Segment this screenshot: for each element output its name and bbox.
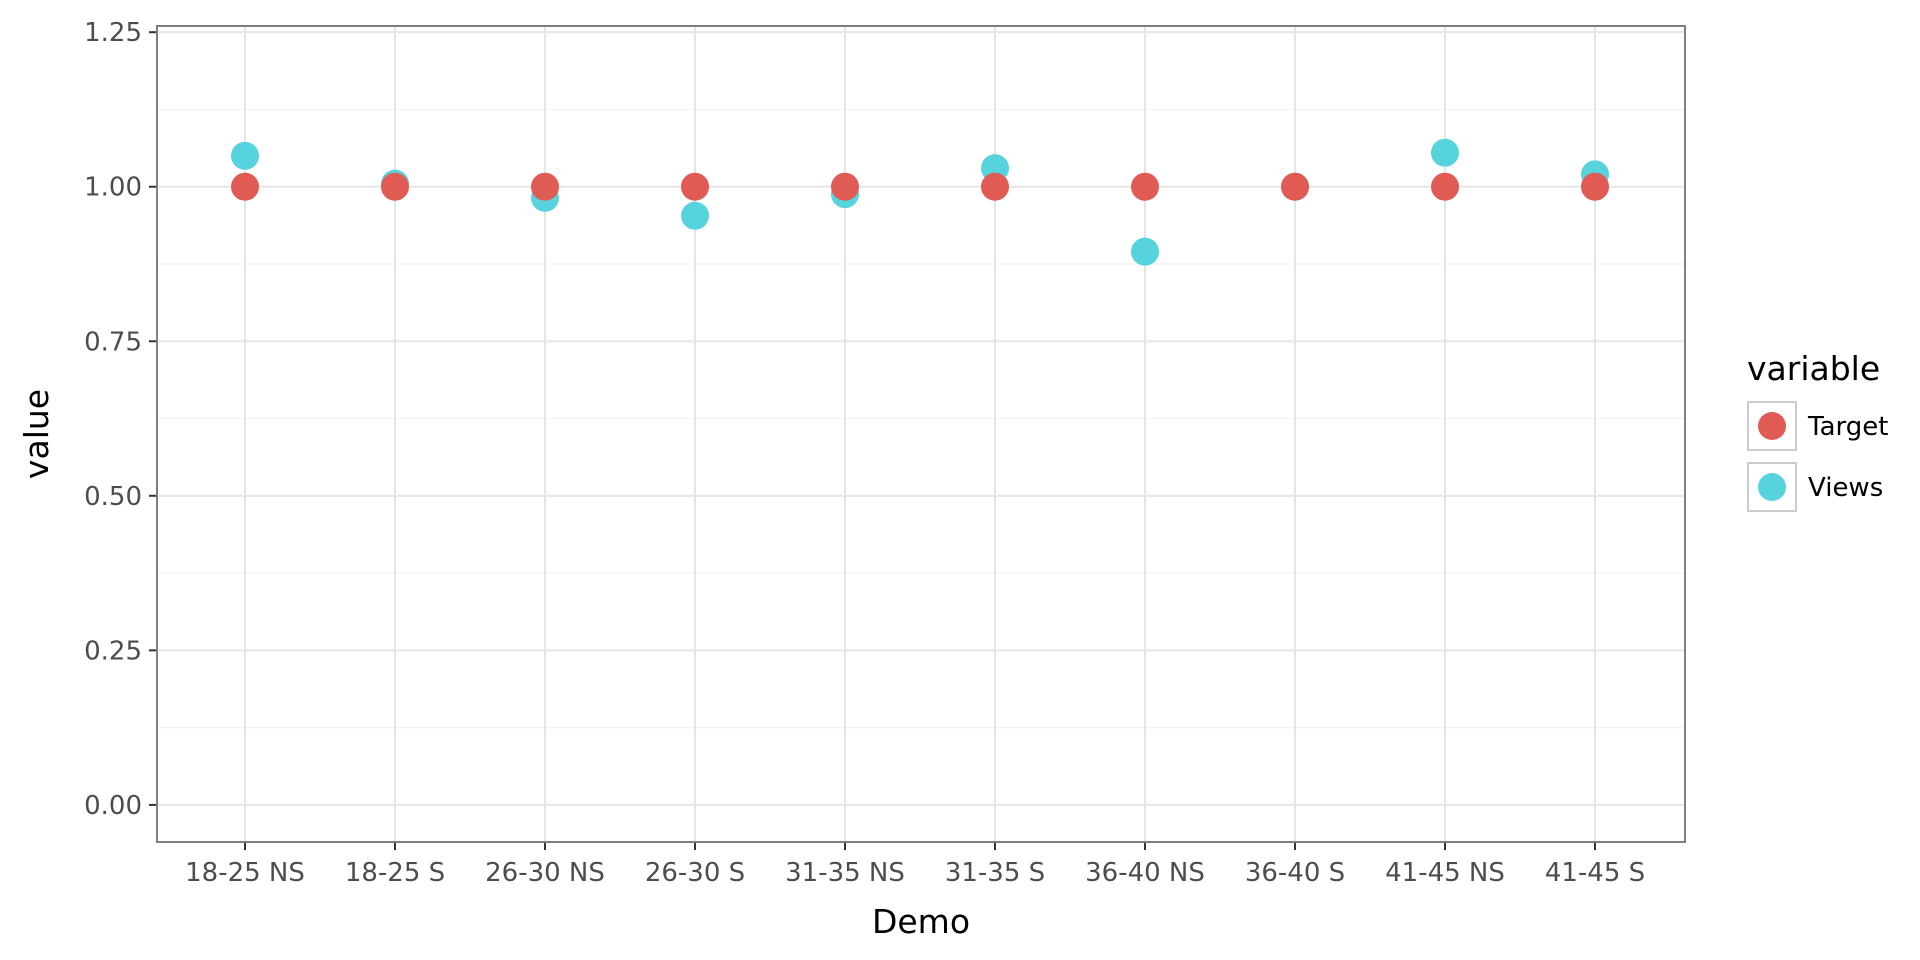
legend-label-views: Views bbox=[1808, 473, 1883, 503]
point-target bbox=[1581, 172, 1609, 201]
x-tick-label: 26-30 NS bbox=[485, 858, 605, 888]
x-tick-label: 41-45 NS bbox=[1385, 858, 1505, 888]
x-tick-label: 18-25 NS bbox=[185, 858, 305, 888]
point-target bbox=[231, 172, 259, 201]
x-tick-label: 26-30 S bbox=[645, 858, 745, 888]
y-tick-label: 0.00 bbox=[84, 791, 142, 821]
legend-swatch-views bbox=[1758, 473, 1786, 501]
point-views bbox=[1431, 138, 1459, 167]
y-tick-label: 0.50 bbox=[84, 482, 142, 512]
point-target bbox=[1131, 172, 1159, 201]
x-axis-title: Demo bbox=[872, 902, 970, 941]
x-tick-label: 18-25 S bbox=[345, 858, 445, 888]
point-target bbox=[981, 172, 1009, 201]
point-views bbox=[231, 141, 259, 170]
point-target bbox=[831, 172, 859, 201]
legend-title: variable bbox=[1747, 349, 1880, 388]
y-tick-label: 0.25 bbox=[84, 636, 142, 666]
plot-panel-border bbox=[156, 25, 1686, 843]
y-axis-title: value bbox=[17, 389, 56, 479]
legend-label-target: Target bbox=[1807, 412, 1888, 442]
x-tick-label: 36-40 NS bbox=[1085, 858, 1205, 888]
point-target bbox=[381, 172, 409, 201]
legend-swatch-target bbox=[1758, 412, 1786, 440]
legend-items: Target Views bbox=[1747, 401, 1888, 512]
point-target bbox=[531, 172, 559, 201]
point-target bbox=[1431, 172, 1459, 201]
data-points bbox=[231, 138, 1609, 266]
x-tick-label: 41-45 S bbox=[1545, 858, 1645, 888]
x-tick-label: 31-35 NS bbox=[785, 858, 905, 888]
point-views bbox=[1131, 237, 1159, 266]
point-target bbox=[1281, 172, 1309, 201]
x-tick-label: 36-40 S bbox=[1245, 858, 1345, 888]
y-tick-label: 1.00 bbox=[84, 173, 142, 203]
legend: variable Target Views bbox=[1747, 349, 1888, 512]
point-views bbox=[681, 201, 709, 230]
axes: 0.00 0.25 0.50 0.75 1.00 1.25 18-25 NS 18-25 S 2… bbox=[84, 18, 1645, 888]
y-tick-label: 0.75 bbox=[84, 327, 142, 357]
point-target bbox=[681, 172, 709, 201]
y-tick-label: 1.25 bbox=[84, 18, 142, 48]
x-tick-label: 31-35 S bbox=[945, 858, 1045, 888]
